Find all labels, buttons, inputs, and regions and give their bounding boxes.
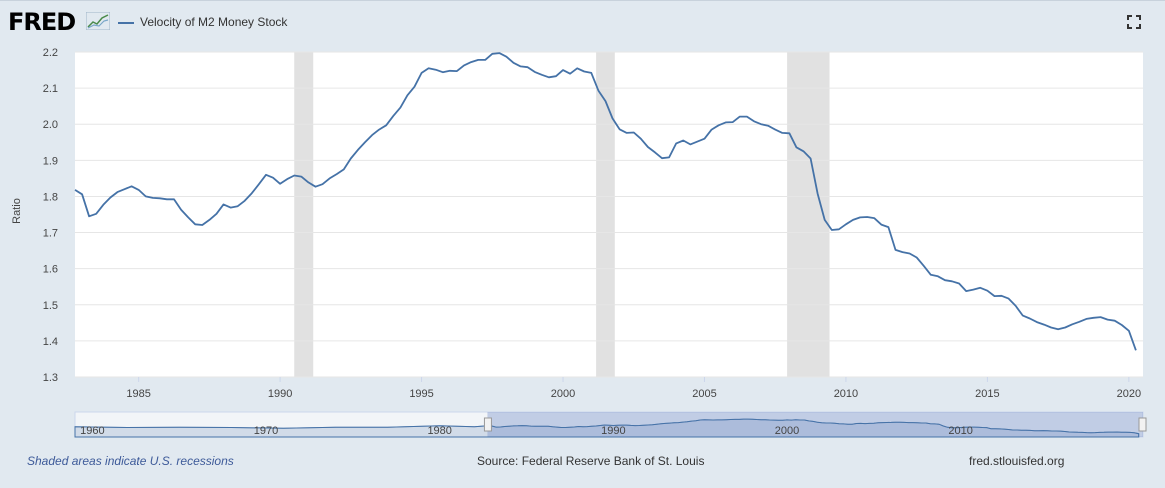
navigator-left-handle[interactable] xyxy=(483,417,492,432)
navigator-label: 2010 xyxy=(948,425,972,437)
x-tick-label: 2020 xyxy=(1117,388,1141,400)
y-tick-label: 1.5 xyxy=(43,300,58,312)
recession-note-link[interactable]: Shaded areas indicate U.S. recessions xyxy=(27,454,234,468)
series-line-velocity[interactable] xyxy=(74,52,1137,351)
navigator-right-handle[interactable] xyxy=(1138,417,1147,432)
fred-logo[interactable]: FRED xyxy=(8,8,76,36)
legend-label: Velocity of M2 Money Stock xyxy=(140,15,288,29)
fullscreen-icon[interactable] xyxy=(1127,15,1141,29)
recession-band xyxy=(294,52,314,377)
y-tick-label: 2.2 xyxy=(43,47,58,59)
y-tick-label: 1.6 xyxy=(43,264,58,276)
navigator-label: 1990 xyxy=(601,425,625,437)
navigator-selection[interactable] xyxy=(487,412,1143,437)
navigator-label: 2000 xyxy=(775,425,799,437)
site-link[interactable]: fred.stlouisfed.org xyxy=(969,454,1065,468)
fred-graph-icon xyxy=(86,12,110,30)
x-tick-label: 2010 xyxy=(834,388,858,400)
x-tick-label: 1990 xyxy=(268,388,292,400)
y-tick-label: 2.0 xyxy=(43,119,58,131)
y-tick-label: 2.1 xyxy=(43,83,58,95)
source-note: Source: Federal Reserve Bank of St. Loui… xyxy=(477,454,705,468)
y-tick-label: 1.8 xyxy=(43,191,58,203)
recession-band xyxy=(596,52,615,377)
navigator-label: 1960 xyxy=(80,425,104,437)
navigator-label: 1980 xyxy=(427,425,451,437)
x-tick-label: 1985 xyxy=(126,388,150,400)
x-tick-label: 2005 xyxy=(692,388,716,400)
legend-swatch xyxy=(118,22,134,24)
x-tick-label: 2015 xyxy=(975,388,999,400)
y-tick-label: 1.7 xyxy=(43,228,58,240)
navigator-series-line xyxy=(74,418,1140,438)
y-tick-label: 1.9 xyxy=(43,155,58,167)
y-tick-label: 1.3 xyxy=(43,372,58,384)
navigator-label: 1970 xyxy=(254,425,278,437)
y-tick-label: 1.4 xyxy=(43,336,58,348)
x-tick-label: 1995 xyxy=(409,388,433,400)
x-tick-label: 2000 xyxy=(551,388,575,400)
